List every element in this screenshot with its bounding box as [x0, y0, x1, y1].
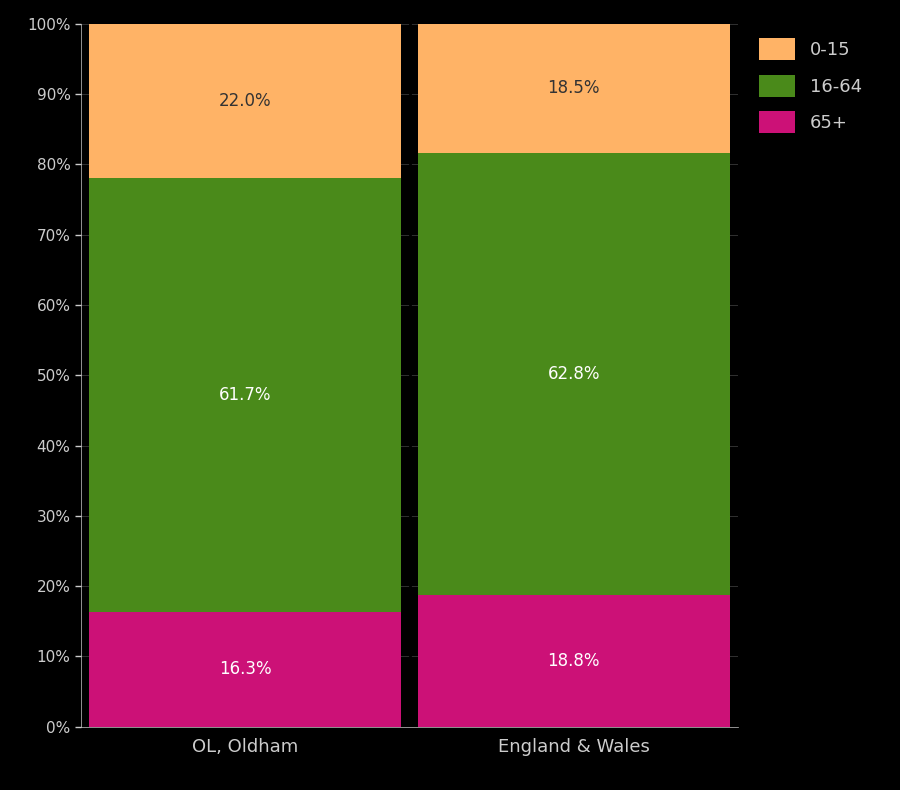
Text: 22.0%: 22.0%: [219, 92, 272, 110]
Text: 16.3%: 16.3%: [219, 660, 272, 679]
Bar: [418, 23, 730, 153]
Text: 18.5%: 18.5%: [547, 79, 600, 97]
Bar: [89, 24, 401, 179]
Legend: 0-15, 16-64, 65+: 0-15, 16-64, 65+: [753, 32, 867, 138]
Bar: [89, 612, 401, 727]
Bar: [418, 153, 730, 595]
Bar: [89, 179, 401, 612]
Bar: [418, 595, 730, 727]
Text: 62.8%: 62.8%: [547, 365, 600, 383]
Text: 61.7%: 61.7%: [219, 386, 272, 404]
Text: 18.8%: 18.8%: [547, 652, 600, 670]
